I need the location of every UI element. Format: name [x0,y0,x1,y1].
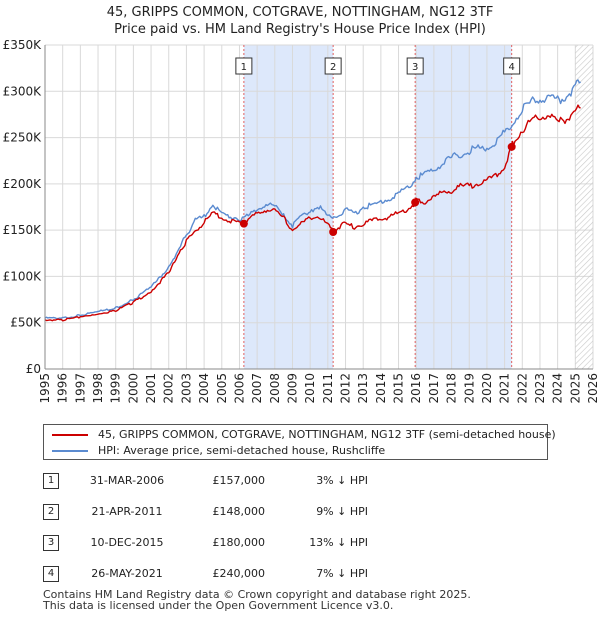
x-tick-label: 2007 [250,373,264,404]
x-tick-label: 2002 [162,373,176,404]
transaction-hpi-diff: 9% ↓ HPI [316,505,368,518]
x-tick-label: 2018 [445,373,459,404]
sale-label-number: 2 [330,62,336,73]
transaction-number: 1 [43,473,59,489]
x-tick-label: 2005 [215,373,229,404]
y-tick-label: £200K [3,177,43,191]
sale-marker-point [239,219,248,228]
y-tick-label: £100K [3,269,43,283]
transaction-date: 31-MAR-2006 [89,474,165,487]
table-row: 4 26-MAY-2021 £240,000 7% ↓ HPI [43,563,563,594]
chart-title-line2: Price paid vs. HM Land Registry's House … [114,22,486,37]
footer-attribution: Contains HM Land Registry data © Crown c… [43,589,471,611]
y-tick-label: £250K [3,131,43,145]
x-tick-label: 2021 [498,373,512,404]
x-tick-label: 2019 [462,373,476,404]
x-tick-label: 1995 [38,373,52,404]
transaction-number: 4 [43,566,59,582]
table-row: 2 21-APR-2011 £148,000 9% ↓ HPI [43,501,563,532]
chart-title: 45, GRIPPS COMMON, COTGRAVE, NOTTINGHAM,… [0,4,600,38]
footer-line1: Contains HM Land Registry data © Crown c… [43,588,471,601]
legend-swatch-hpi [52,450,88,452]
x-tick-label: 2014 [374,373,388,404]
legend-swatch-price [52,434,88,436]
y-tick-label: £350K [3,38,43,52]
x-tick-label: 2016 [409,373,423,404]
chart-title-line1: 45, GRIPPS COMMON, COTGRAVE, NOTTINGHAM,… [106,5,494,20]
table-row: 3 10-DEC-2015 £180,000 13% ↓ HPI [43,532,563,563]
x-tick-label: 2008 [268,373,282,404]
price-chart: 1 2 3 4 £0 £50K £100K £150K £200K £250K £300K £350… [3,38,600,404]
x-tick-label: 2022 [515,373,529,404]
x-tick-label: 2003 [179,373,193,404]
sale-label-box [503,57,521,75]
x-tick-label: 2025 [568,373,582,404]
sale-label-number: 3 [412,62,418,73]
sale-marker-point [411,198,420,207]
sale-label-box [324,57,342,75]
x-tick-label: 2020 [480,373,494,404]
transaction-price: £157,000 [212,474,266,487]
sale-label-box [406,57,424,75]
y-tick-label: £300K [3,84,43,98]
legend-label-price: 45, GRIPPS COMMON, COTGRAVE, NOTTINGHAM,… [98,428,556,441]
x-tick-label: 1996 [56,373,70,404]
x-tick-label: 2012 [339,373,353,404]
y-tick-label: £0 [26,362,41,376]
x-tick-label: 2006 [232,373,246,404]
legend-label-hpi: HPI: Average price, semi-detached house,… [98,444,386,457]
transaction-date: 21-APR-2011 [91,505,163,518]
sale-label-number: 1 [241,62,247,73]
transaction-number: 2 [43,504,59,520]
chart-legend: 45, GRIPPS COMMON, COTGRAVE, NOTTINGHAM,… [43,424,556,460]
x-tick-label: 2017 [427,373,441,404]
ownership-period-shade [415,45,512,369]
transaction-price: £148,000 [212,505,266,518]
x-tick-label: 1999 [109,373,123,404]
x-tick-label: 2010 [303,373,317,404]
transaction-price: £180,000 [212,536,266,549]
transaction-number: 3 [43,535,59,551]
x-tick-label: 2001 [144,373,158,404]
price-paid-series-line [44,104,581,322]
transaction-date: 10-DEC-2015 [90,536,164,549]
sale-label-number: 4 [508,62,514,73]
future-hatch-region [575,45,593,369]
transactions-table: 1 31-MAR-2006 £157,000 3% ↓ HPI 2 21-APR… [43,470,563,594]
transaction-price: £240,000 [212,567,266,580]
table-row: 1 31-MAR-2006 £157,000 3% ↓ HPI [43,470,563,501]
x-tick-label: 1997 [73,373,87,404]
y-tick-label: £150K [3,223,43,237]
x-tick-label: 2009 [285,373,299,404]
x-tick-label: 2026 [586,373,600,404]
x-tick-label: 2011 [321,373,335,404]
x-tick-label: 2004 [197,373,211,404]
x-tick-label: 2024 [551,373,565,404]
sale-marker-point [507,142,516,151]
transaction-date: 26-MAY-2021 [91,567,163,580]
x-tick-label: 2015 [392,373,406,404]
x-tick-label: 1998 [91,373,105,404]
x-tick-label: 2000 [126,373,140,404]
y-tick-label: £50K [10,316,42,330]
ownership-period-shade [243,45,334,369]
x-tick-label: 2013 [356,373,370,404]
transaction-hpi-diff: 7% ↓ HPI [316,567,368,580]
footer-line2: This data is licensed under the Open Gov… [43,599,394,612]
transaction-hpi-diff: 3% ↓ HPI [316,474,368,487]
hpi-series-line [44,79,581,320]
transaction-hpi-diff: 13% ↓ HPI [309,536,368,549]
sale-label-box [235,57,253,75]
x-tick-label: 2023 [533,373,547,404]
sale-marker-point [329,227,338,236]
